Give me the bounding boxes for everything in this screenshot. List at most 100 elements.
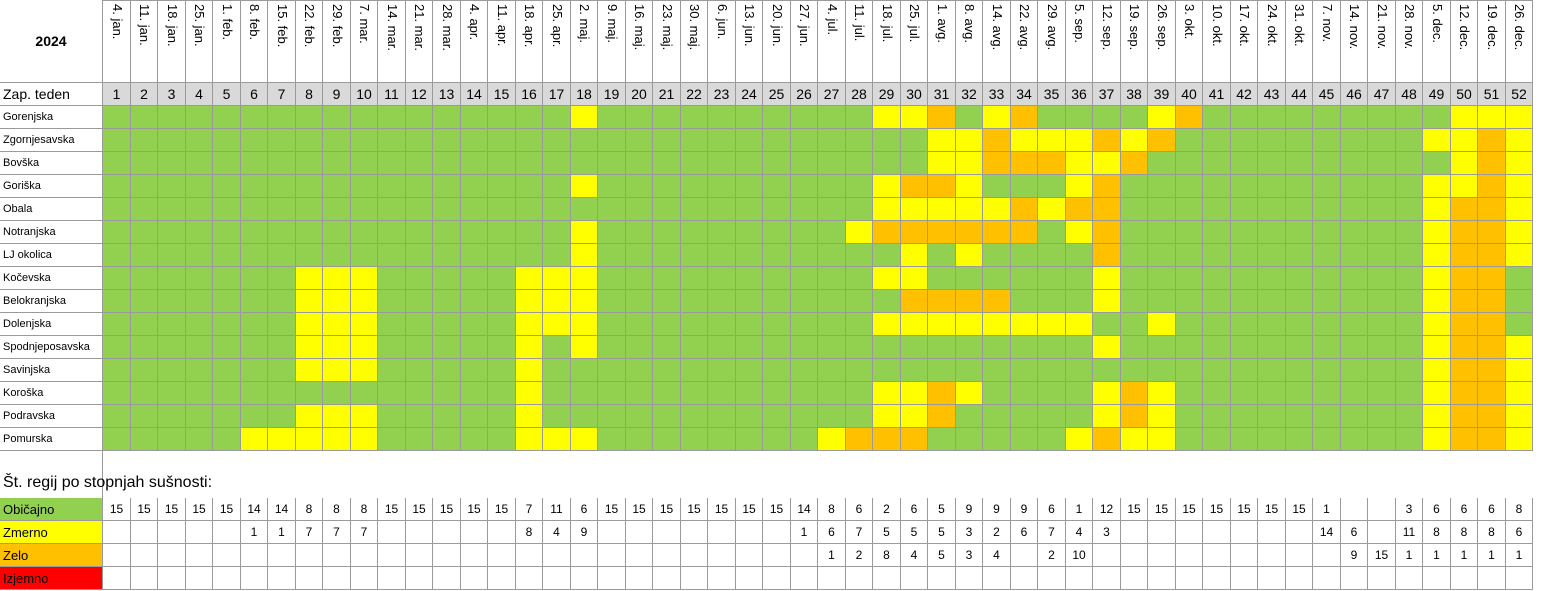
- count-cell: 15: [598, 498, 626, 521]
- drought-cell: [956, 382, 983, 405]
- drought-cell: [131, 175, 158, 198]
- date-label: 2. maj.: [577, 4, 592, 44]
- date-label: 12. dec.: [1457, 4, 1472, 51]
- drought-cell: [378, 106, 406, 129]
- drought-cell: [268, 313, 296, 336]
- drought-cell: [1011, 267, 1038, 290]
- drought-cell: [653, 313, 681, 336]
- drought-cell: [461, 152, 488, 175]
- week-number: 50: [1451, 83, 1478, 106]
- drought-cell: [1423, 152, 1451, 175]
- count-cell: 2: [983, 521, 1011, 544]
- drought-cell: [763, 428, 791, 451]
- drought-cell: [626, 175, 653, 198]
- drought-cell: [131, 152, 158, 175]
- drought-cell: [351, 267, 378, 290]
- drought-cell: [1148, 405, 1176, 428]
- drought-cell: [186, 382, 213, 405]
- count-cell: [378, 521, 406, 544]
- count-cell: [1121, 544, 1148, 567]
- count-cell: [1286, 544, 1313, 567]
- drought-cell: [708, 405, 736, 428]
- count-cell: 6: [1011, 521, 1038, 544]
- drought-cell: [598, 267, 626, 290]
- drought-cell: [653, 198, 681, 221]
- count-cell: [406, 544, 433, 567]
- drought-cell: [791, 267, 818, 290]
- week-number: 41: [1203, 83, 1231, 106]
- count-cell: 15: [1258, 498, 1286, 521]
- count-cell: 15: [1231, 498, 1258, 521]
- drought-cell: [653, 129, 681, 152]
- drought-cell: [681, 428, 708, 451]
- count-cell: 1: [1451, 544, 1478, 567]
- drought-cell: [1038, 359, 1066, 382]
- week-number: 52: [1506, 83, 1533, 106]
- drought-cell: [1011, 313, 1038, 336]
- drought-cell: [516, 359, 543, 382]
- drought-cell: [378, 313, 406, 336]
- drought-cell: [186, 106, 213, 129]
- drought-cell: [1176, 198, 1203, 221]
- drought-cell: [488, 382, 516, 405]
- count-cell: [626, 521, 653, 544]
- date-header: 28. mar.: [433, 0, 461, 83]
- drought-cell: [1203, 336, 1231, 359]
- drought-cell: [1506, 313, 1533, 336]
- drought-cell: [1286, 152, 1313, 175]
- date-header: 18. jan.: [158, 0, 186, 83]
- drought-cell: [1203, 290, 1231, 313]
- date-label: 28. mar.: [439, 4, 455, 51]
- drought-cell: [241, 336, 268, 359]
- drought-cell: [1423, 359, 1451, 382]
- drought-cell: [213, 428, 241, 451]
- drought-cell: [433, 267, 461, 290]
- region-label: Belokranjska: [0, 290, 103, 313]
- drought-cell: [928, 152, 956, 175]
- week-number: 20: [626, 83, 653, 106]
- region-label: Obala: [0, 198, 103, 221]
- drought-cell: [323, 221, 351, 244]
- date-label: 8. feb.: [247, 4, 262, 41]
- drought-cell: [241, 175, 268, 198]
- drought-cell: [626, 428, 653, 451]
- drought-cell: [901, 382, 928, 405]
- drought-cell: [873, 359, 901, 382]
- drought-cell: [1341, 290, 1368, 313]
- drought-cell: [708, 313, 736, 336]
- drought-cell: [1313, 152, 1341, 175]
- count-cell: 15: [1286, 498, 1313, 521]
- drought-cell: [1478, 405, 1506, 428]
- drought-cell: [488, 221, 516, 244]
- drought-cell: [213, 336, 241, 359]
- drought-cell: [1478, 267, 1506, 290]
- count-cell: [708, 521, 736, 544]
- drought-cell: [846, 290, 873, 313]
- count-cell: 15: [1368, 544, 1396, 567]
- drought-cell: [1258, 129, 1286, 152]
- drought-cell: [1176, 221, 1203, 244]
- drought-cell: [1313, 382, 1341, 405]
- count-cell: [1368, 521, 1396, 544]
- drought-cell: [1176, 336, 1203, 359]
- drought-cell: [1341, 313, 1368, 336]
- drought-cell: [516, 129, 543, 152]
- region-label: Savinjska: [0, 359, 103, 382]
- drought-cell: [131, 405, 158, 428]
- drought-cell: [1423, 313, 1451, 336]
- date-label: 4. apr.: [467, 4, 482, 41]
- week-number: 11: [378, 83, 406, 106]
- drought-cell: [956, 428, 983, 451]
- drought-cell: [653, 221, 681, 244]
- drought-cell: [1121, 405, 1148, 428]
- drought-cell: [598, 152, 626, 175]
- drought-cell: [1313, 290, 1341, 313]
- drought-cell: [516, 290, 543, 313]
- count-cell: [131, 567, 158, 590]
- count-cell: [901, 567, 928, 590]
- drought-cell: [433, 290, 461, 313]
- drought-cell: [1286, 175, 1313, 198]
- drought-cell: [378, 382, 406, 405]
- drought-cell: [626, 336, 653, 359]
- drought-cell: [791, 428, 818, 451]
